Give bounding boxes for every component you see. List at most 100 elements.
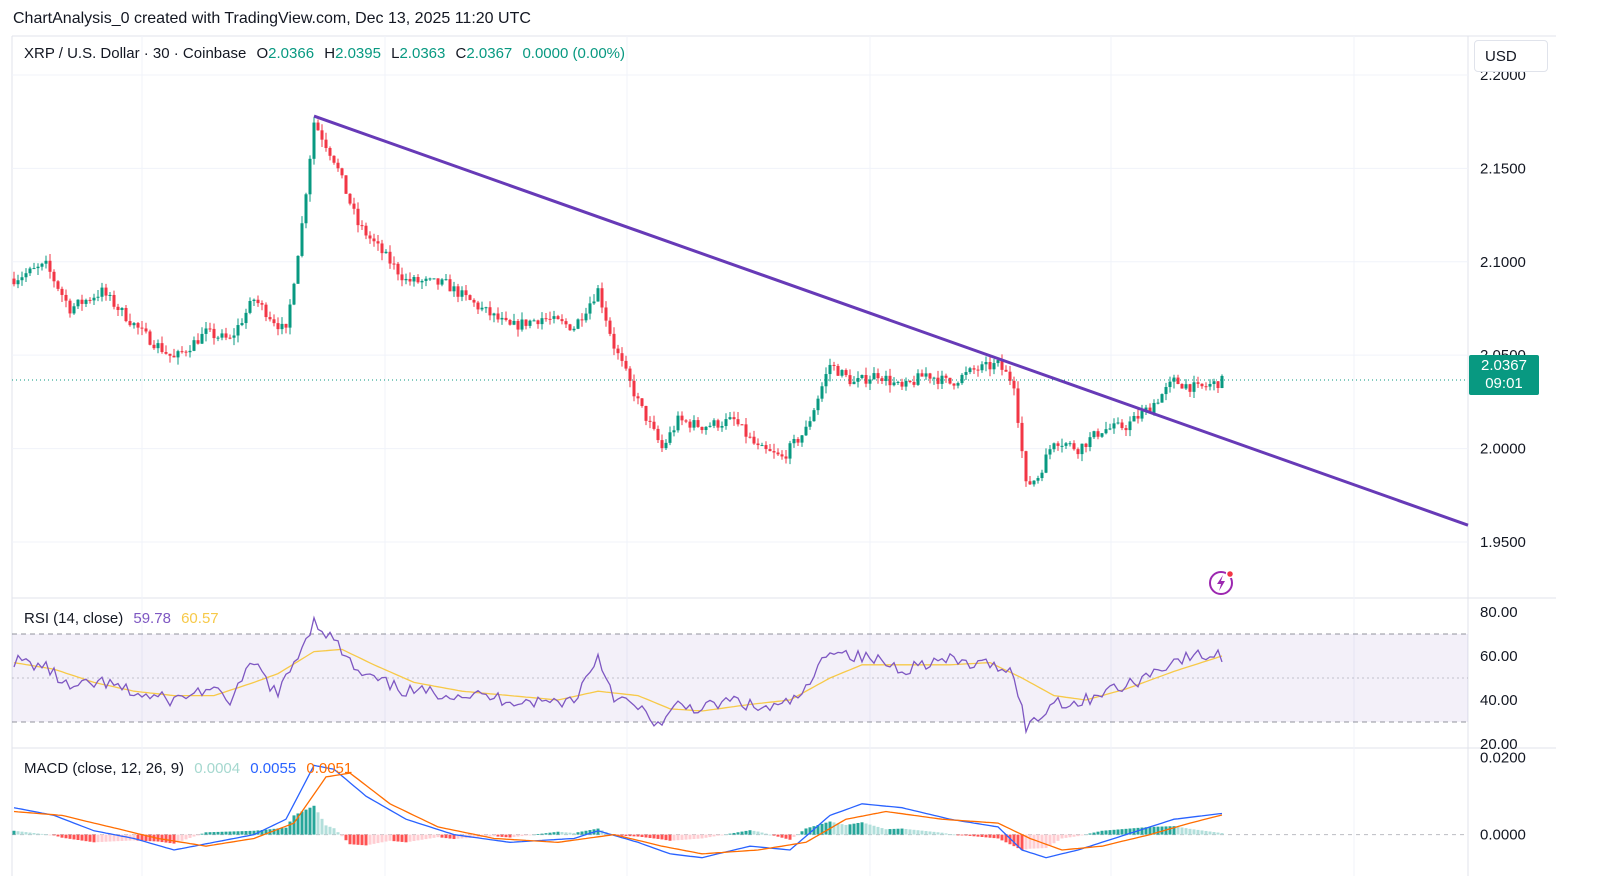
macd-histogram-bar [548,832,552,835]
macd-histogram-bar [276,828,280,835]
macd-histogram-bar [104,834,108,842]
candle-body [580,319,584,321]
candle-body [1088,437,1092,447]
macd-histogram-bar [84,834,88,842]
candle-body [968,368,972,373]
macd-histogram-bar [624,834,628,836]
macd-histogram-bar [308,807,312,835]
macd-line [13,764,1223,859]
macd-histogram-bar [672,834,676,841]
candle-body [736,419,740,425]
candle-body [496,313,500,320]
macd-histogram-bar [736,832,740,835]
macd-histogram-bar [560,832,564,835]
macd-histogram-bar [352,834,356,845]
candle-body [632,380,636,397]
candle-body [1220,375,1224,389]
macd-histogram-bar [1088,833,1092,835]
macd-histogram-bar [360,834,364,846]
macd-histogram-bar [288,821,292,835]
candle-body [1032,480,1036,485]
currency-button[interactable]: USD [1474,40,1548,72]
macd-histogram-bar [956,834,960,836]
macd-histogram-bar [1120,829,1124,835]
macd-histogram-bar [628,834,632,837]
candle-body [888,375,892,386]
macd-histogram-bar [400,834,404,842]
macd-histogram-bar [120,834,124,841]
candle-body [796,438,800,443]
candle-body [800,435,804,443]
macd-histogram-bar [176,834,180,843]
candle-body [960,374,964,384]
macd-histogram-bar [1156,826,1160,835]
candle-body [1124,428,1128,431]
candle-body [200,333,204,344]
candle-body [564,321,568,325]
candle-body [916,373,920,385]
macd-histogram-bar [788,834,792,840]
macd-histogram-bar [948,834,952,835]
macd-histogram-bar [80,834,84,841]
candle-body [592,301,596,304]
macd-histogram-bar [796,834,800,835]
macd-histogram-bar [884,829,888,835]
candle-body [848,375,852,385]
low-label: L [391,45,400,62]
candle-body [672,430,676,433]
macd-histogram-bar [148,834,152,842]
macd-histogram-bar [236,831,240,835]
macd-histogram-bar [700,834,704,839]
candle-body [320,130,324,140]
macd-histogram-bar [212,832,216,835]
macd-histogram-bar [1048,834,1052,846]
macd-histogram-bar [1216,832,1220,835]
candle-body [944,375,948,378]
candle-body [936,377,940,384]
candle-body [740,424,744,426]
candle-body [196,340,200,344]
macd-histogram-bar [1108,830,1112,835]
macd-histogram-bar [1184,828,1188,835]
macd-histogram-bar [180,834,184,841]
macd-histogram-bar [716,834,720,836]
candle-body [500,317,504,320]
candle-body [656,428,660,441]
candle-body [1012,380,1016,389]
candle-body [640,398,644,406]
macd-histogram-bar [1012,834,1016,847]
candle-body [100,287,104,297]
macd-histogram-bar [864,823,868,835]
candle-body [116,306,120,311]
macd-histogram-bar [692,834,696,840]
macd-histogram-bar [1084,834,1088,836]
macd-histogram-bar [644,834,648,838]
macd-histogram-bar [112,834,116,842]
candle-body [284,323,288,328]
macd-histogram-bar [1192,829,1196,835]
candle-body [792,438,796,444]
candle-body [136,323,140,328]
macd-histogram-bar [724,834,728,836]
macd-histogram-bar [544,833,548,835]
lightning-icon[interactable] [1208,568,1236,596]
macd-histogram-bar [320,818,324,835]
macd-histogram-bar [748,830,752,835]
macd-tick-label: 0.0200 [1480,750,1526,767]
candle-body [1140,411,1144,419]
candle-body [996,360,1000,364]
candle-body [648,420,652,422]
candle-body [400,274,404,281]
macd-histogram-bar [652,834,656,839]
candle-body [288,304,292,328]
candle-body [700,426,704,431]
candle-body [1060,445,1064,447]
candle-body [216,337,220,339]
macd-histogram-bar [728,833,732,835]
macd-histogram-bar [328,826,332,835]
candle-body [352,203,356,209]
macd-histogram-bar [232,831,236,835]
candle-body [84,299,88,304]
macd-histogram-bar [840,824,844,835]
